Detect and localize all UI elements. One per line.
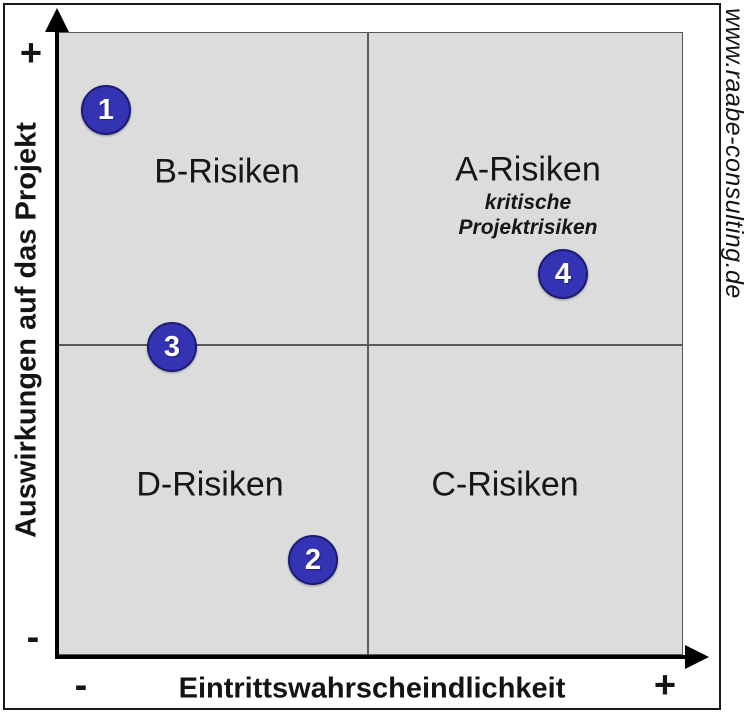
y-axis-title: Auswirkungen auf das Projekt: [10, 122, 43, 538]
x-axis-plus-label: +: [653, 664, 677, 707]
quadrant-a-sublabel-line1: kritische: [484, 191, 572, 214]
quadrant-midline-horizontal: [58, 344, 683, 346]
risk-marker-3: 3: [147, 322, 197, 372]
y-axis-line: [55, 24, 59, 659]
quadrant-label-a: A-Risiken: [455, 150, 601, 189]
risk-marker-1: 1: [81, 85, 131, 135]
quadrant-a-sublabel-line2: Projektrisiken: [458, 216, 598, 239]
risk-marker-2: 2: [288, 535, 338, 585]
risk-marker-2-number: 2: [304, 543, 322, 576]
quadrant-label-c: C-Risiken: [431, 465, 579, 504]
x-axis-title: Eintrittswahrscheindlichkeit: [178, 672, 566, 705]
y-axis-minus-label: -: [26, 616, 40, 659]
y-axis-plus-label: +: [19, 32, 43, 75]
risk-marker-1-number: 1: [97, 93, 115, 126]
y-axis-arrowhead-icon: [45, 8, 69, 32]
x-axis-line: [55, 655, 697, 659]
x-axis-arrowhead-icon: [685, 645, 709, 669]
risk-marker-4-number: 4: [554, 257, 572, 290]
risk-marker-4: 4: [538, 249, 588, 299]
x-axis-minus-label: -: [74, 664, 88, 707]
quadrant-label-d: D-Risiken: [136, 465, 284, 504]
risk-marker-3-number: 3: [163, 330, 181, 363]
quadrant-label-b: B-Risiken: [154, 152, 300, 191]
website-credit: www.raabe-consulting.de: [720, 8, 748, 299]
quadrant-midline-vertical: [367, 32, 369, 655]
